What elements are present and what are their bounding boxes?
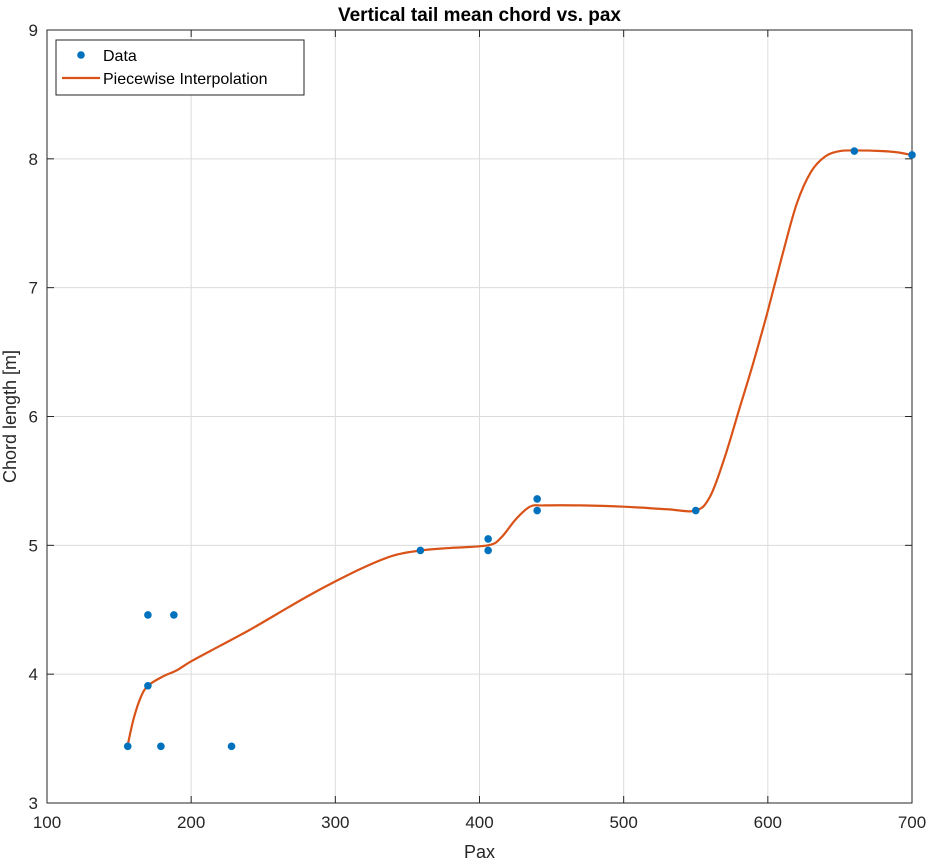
data-point xyxy=(123,742,132,751)
y-tick-label: 7 xyxy=(29,279,38,298)
data-point xyxy=(170,611,178,619)
legend-entry-interpolation: Piecewise Interpolation xyxy=(103,71,268,88)
data-point xyxy=(144,611,152,619)
data-point xyxy=(533,506,541,515)
x-tick-label: 700 xyxy=(898,813,926,832)
data-point xyxy=(416,546,425,555)
y-tick-label: 8 xyxy=(29,150,38,169)
x-tick-label: 600 xyxy=(754,813,782,832)
data-point xyxy=(144,681,152,690)
data-series xyxy=(123,147,916,751)
x-tick-label: 200 xyxy=(177,813,205,832)
legend-box xyxy=(55,39,305,96)
y-tick-label: 9 xyxy=(29,21,38,40)
legend: Data Piecewise Interpolation xyxy=(55,39,305,96)
data-point xyxy=(157,742,165,751)
x-axis-label: Pax xyxy=(464,842,495,862)
x-tick-label: 100 xyxy=(33,813,61,832)
y-axis-label: Chord length [m] xyxy=(0,350,20,483)
interpolation-line xyxy=(126,149,913,746)
y-tick-label: 4 xyxy=(29,665,38,684)
interpolation-series xyxy=(126,149,913,746)
data-point xyxy=(484,535,492,543)
axis-ticks: 100 200 300 400 500 600 700 3 4 5 6 7 8 9 xyxy=(29,21,927,832)
y-tick-label: 6 xyxy=(29,408,38,427)
data-point xyxy=(908,151,916,159)
data-point xyxy=(484,546,492,555)
x-tick-label: 300 xyxy=(321,813,349,832)
data-point xyxy=(691,506,700,515)
y-tick-label: 3 xyxy=(29,794,38,813)
legend-entry-data: Data xyxy=(103,48,137,65)
data-point xyxy=(850,147,859,155)
data-point xyxy=(533,495,541,503)
x-tick-label: 400 xyxy=(465,813,493,832)
data-point xyxy=(227,742,236,751)
chart-title: Vertical tail mean chord vs. pax xyxy=(338,5,621,26)
legend-data-marker xyxy=(77,51,85,59)
x-tick-label: 500 xyxy=(609,813,637,832)
y-tick-label: 5 xyxy=(29,536,38,555)
